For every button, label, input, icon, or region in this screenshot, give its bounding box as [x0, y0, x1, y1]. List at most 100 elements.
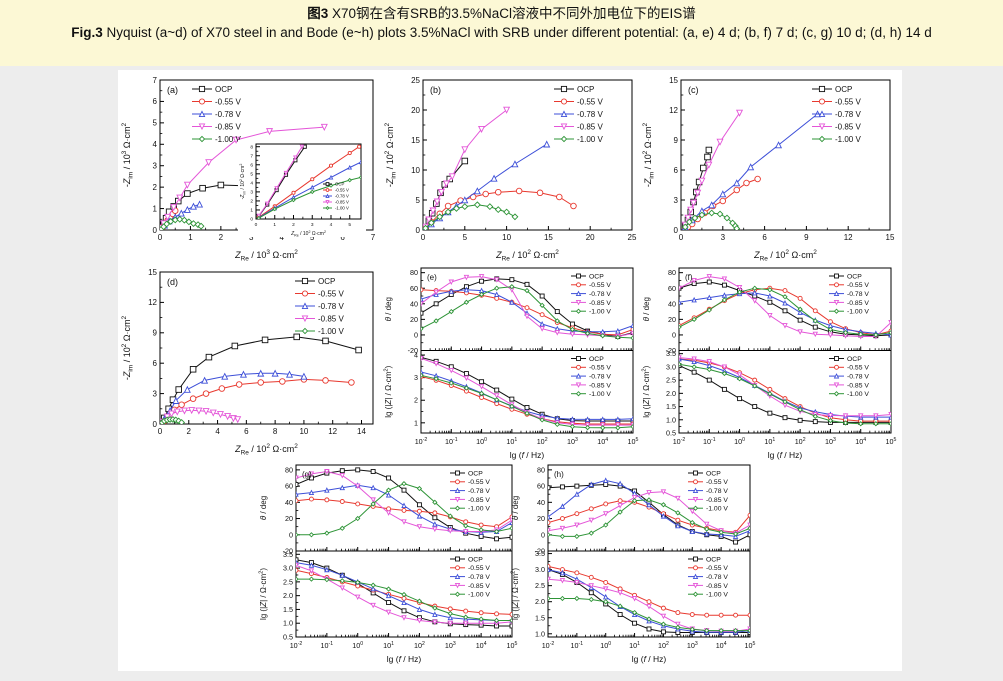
svg-text:lg (|Z| / Ω·cm2): lg (|Z| / Ω·cm2) — [259, 568, 268, 620]
svg-text:OCP: OCP — [215, 85, 232, 94]
svg-text:7: 7 — [153, 76, 158, 85]
svg-text:-1.00 V: -1.00 V — [706, 506, 728, 513]
svg-text:2: 2 — [250, 199, 253, 205]
svg-text:4: 4 — [330, 222, 333, 228]
svg-text:-1.00 V: -1.00 V — [468, 592, 490, 599]
svg-text:2: 2 — [414, 396, 418, 405]
svg-text:lg (f / Hz): lg (f / Hz) — [768, 450, 803, 460]
figure-canvas: 0 1 2 3 4 5 6 7 0 1 2 3 4 5 6 7 ZRe / 103 Ω·cm2 -Zim / 10… — [118, 70, 902, 671]
svg-text:1.0: 1.0 — [283, 619, 293, 628]
svg-text:101: 101 — [383, 641, 394, 650]
svg-text:OCP: OCP — [468, 556, 483, 563]
svg-text:5: 5 — [153, 119, 158, 128]
svg-text:θ / deg: θ / deg — [259, 496, 268, 520]
svg-text:3.0: 3.0 — [666, 362, 676, 371]
svg-text:-0.85 V: -0.85 V — [215, 122, 241, 131]
svg-text:-0.55 V: -0.55 V — [335, 188, 349, 193]
svg-text:6: 6 — [250, 162, 253, 168]
svg-text:(h): (h) — [554, 470, 564, 479]
svg-text:OCP: OCP — [835, 85, 852, 94]
svg-text:3: 3 — [311, 222, 314, 228]
svg-text:5: 5 — [348, 222, 351, 228]
chart-svg-f: -20 0 20 40 60 80 0.5 1.0 1.5 2.0 2.5 3.0 3.5 10-2 10-… — [642, 267, 897, 460]
svg-text:-0.55 V: -0.55 V — [847, 365, 869, 372]
svg-text:-0.78 V: -0.78 V — [847, 373, 869, 380]
nyquist-plot-b: 0 5 10 15 20 25 0 5 10 15 20 25 ZRe / 102 Ω·cm2 -Zim … — [383, 73, 641, 263]
caption-english-text: Nyquist (a~d) of X70 steel in and Bode (… — [102, 25, 932, 41]
svg-text:lg (|Z| / Ω·cm2): lg (|Z| / Ω·cm2) — [384, 365, 393, 417]
svg-text:100: 100 — [352, 641, 363, 650]
svg-text:102: 102 — [795, 437, 806, 446]
svg-text:14: 14 — [357, 427, 366, 436]
svg-text:-0.85 V: -0.85 V — [468, 497, 490, 504]
svg-text:OCP: OCP — [706, 556, 721, 563]
svg-text:20: 20 — [586, 233, 595, 242]
svg-text:θ / deg: θ / deg — [511, 496, 520, 520]
svg-text:-0.85 V: -0.85 V — [318, 314, 344, 323]
svg-text:1: 1 — [273, 222, 276, 228]
svg-text:OCP: OCP — [847, 273, 862, 280]
svg-text:6: 6 — [674, 166, 679, 175]
svg-text:1.5: 1.5 — [666, 402, 676, 411]
bode-plot-e: -20 0 20 40 60 80 1 2 3 4 10-2 10-1 100 101 102 103 104 1… — [383, 263, 641, 461]
svg-text:60: 60 — [668, 284, 676, 293]
svg-text:10-1: 10-1 — [321, 641, 334, 650]
svg-text:4: 4 — [250, 181, 253, 187]
svg-text:-0.55 V: -0.55 V — [468, 479, 490, 486]
svg-text:5: 5 — [310, 233, 315, 242]
svg-text:10-2: 10-2 — [542, 641, 555, 650]
svg-text:-0.55 V: -0.55 V — [589, 282, 611, 289]
svg-text:-1.00 V: -1.00 V — [215, 135, 241, 144]
svg-text:-20: -20 — [283, 547, 293, 556]
svg-text:12: 12 — [148, 298, 157, 307]
svg-text:0: 0 — [421, 233, 426, 242]
svg-text:-0.78 V: -0.78 V — [577, 110, 603, 119]
svg-text:6: 6 — [762, 233, 767, 242]
svg-text:OCP: OCP — [318, 277, 335, 286]
figure-caption: 图3 X70钢在含有SRB的3.5%NaCl溶液中不同外加电位下的EIS谱 Fi… — [0, 0, 1003, 66]
svg-text:-0.85 V: -0.85 V — [847, 300, 869, 307]
svg-text:3: 3 — [721, 233, 726, 242]
svg-text:10-1: 10-1 — [571, 641, 584, 650]
svg-text:-Zim / 102 Ω·cm2: -Zim / 102 Ω·cm2 — [384, 122, 397, 187]
svg-text:2: 2 — [219, 233, 224, 242]
caption-english-prefix: Fig.3 — [71, 25, 103, 41]
svg-text:-1.00 V: -1.00 V — [318, 327, 344, 336]
svg-text:-0.85 V: -0.85 V — [835, 122, 861, 131]
svg-text:-0.55 V: -0.55 V — [215, 97, 241, 106]
svg-text:1.5: 1.5 — [535, 613, 545, 622]
svg-text:-20: -20 — [535, 547, 545, 556]
svg-text:-1.00 V: -1.00 V — [847, 309, 869, 316]
svg-text:0: 0 — [158, 427, 163, 436]
svg-text:-0.78 V: -0.78 V — [335, 194, 349, 199]
svg-text:10: 10 — [502, 233, 511, 242]
svg-text:-20: -20 — [666, 346, 676, 355]
svg-text:OCP: OCP — [706, 470, 721, 477]
svg-text:0: 0 — [153, 420, 158, 429]
svg-text:102: 102 — [658, 641, 669, 650]
svg-text:8: 8 — [273, 427, 278, 436]
svg-text:-0.78 V: -0.78 V — [706, 574, 728, 581]
svg-text:3: 3 — [250, 190, 253, 196]
svg-text:θ / deg: θ / deg — [384, 297, 393, 321]
svg-text:-1.00 V: -1.00 V — [706, 592, 728, 599]
svg-text:20: 20 — [285, 514, 293, 523]
svg-text:1.0: 1.0 — [535, 629, 545, 638]
svg-text:12: 12 — [669, 106, 678, 115]
svg-text:1: 1 — [250, 208, 253, 214]
svg-text:104: 104 — [476, 641, 487, 650]
svg-text:(e): (e) — [427, 273, 437, 282]
svg-text:ZRe / 102 Ω·cm2: ZRe / 102 Ω·cm2 — [290, 230, 326, 237]
svg-text:2.5: 2.5 — [535, 581, 545, 590]
svg-text:-1.00 V: -1.00 V — [835, 135, 861, 144]
svg-text:lg (f / Hz): lg (f / Hz) — [510, 450, 545, 460]
svg-text:-1.00 V: -1.00 V — [589, 391, 611, 398]
svg-text:0: 0 — [672, 330, 676, 339]
svg-text:80: 80 — [537, 465, 545, 474]
svg-text:-0.78 V: -0.78 V — [589, 291, 611, 298]
svg-text:OCP: OCP — [589, 273, 604, 280]
svg-text:100: 100 — [476, 437, 487, 446]
svg-text:-0.78 V: -0.78 V — [318, 302, 344, 311]
svg-text:104: 104 — [716, 641, 727, 650]
svg-text:-0.55 V: -0.55 V — [318, 289, 344, 298]
